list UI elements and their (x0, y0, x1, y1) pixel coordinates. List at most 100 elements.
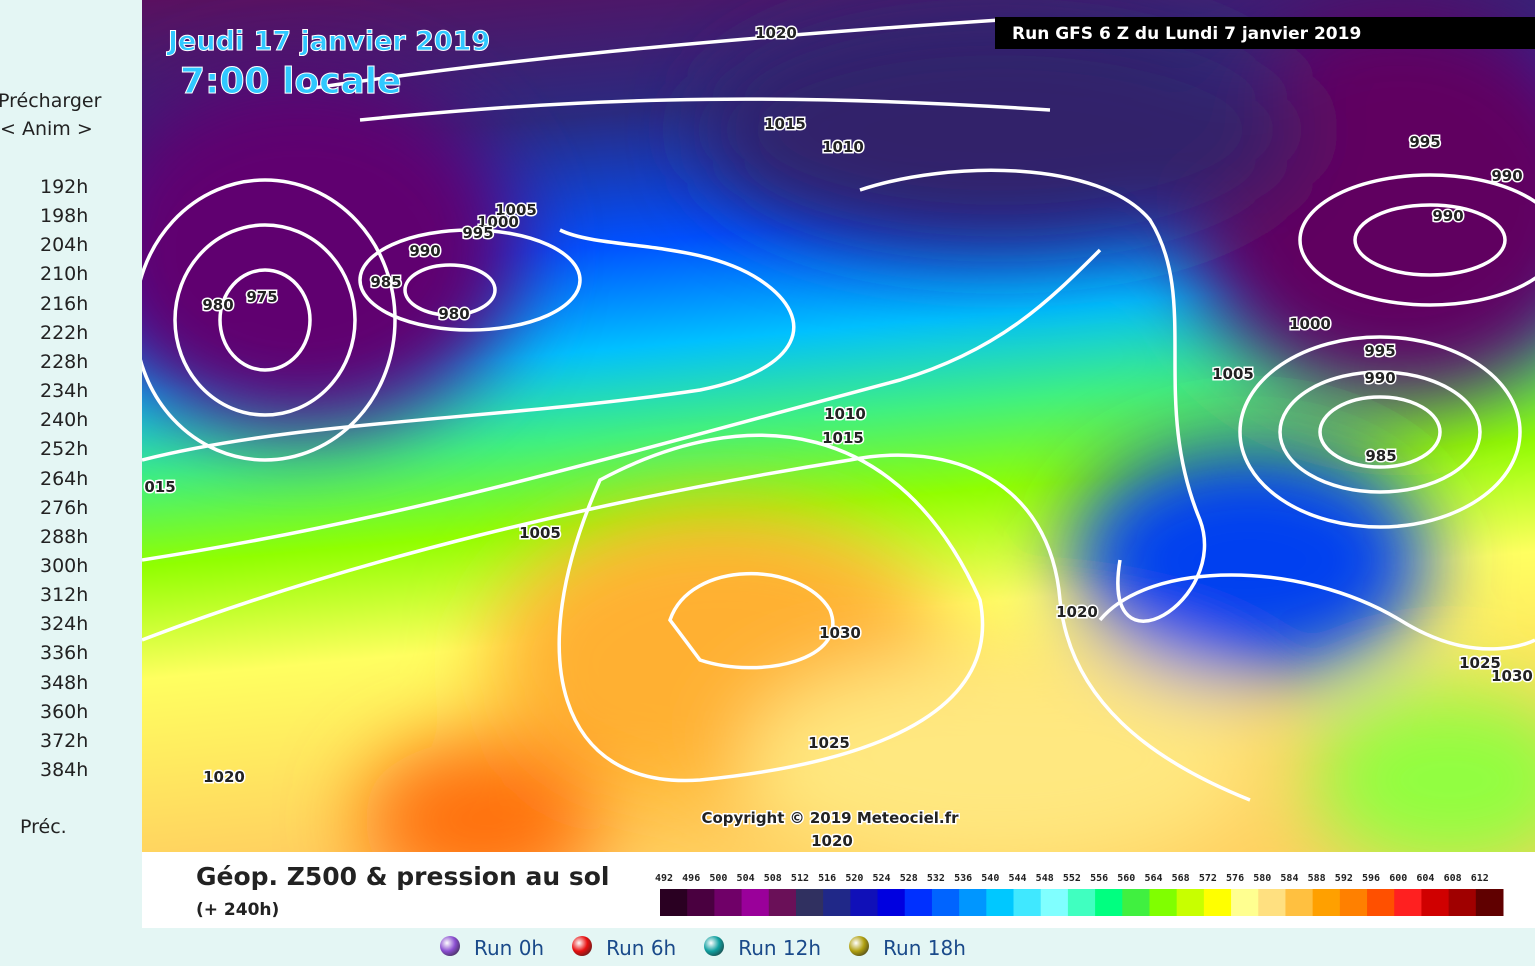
run-icon (572, 936, 593, 956)
isobar-label: 995 (462, 224, 493, 242)
scale-label: 492 (655, 873, 673, 884)
scale-cell (1448, 889, 1477, 916)
hour-link[interactable]: 276h (40, 496, 89, 519)
isobar-label: 1030 (819, 624, 861, 642)
run-label[interactable]: Run 12h (738, 936, 822, 960)
scale-label: 584 (1280, 873, 1298, 884)
hour-link[interactable]: 288h (40, 525, 89, 548)
hour-link[interactable]: 300h (40, 554, 89, 577)
run-option[interactable]: Run 18h (849, 936, 966, 960)
scale-cell (1394, 889, 1422, 916)
scale-cell (850, 889, 879, 916)
scale-cell (1421, 889, 1450, 916)
scale-cell (1067, 889, 1096, 916)
scale-label: 496 (682, 873, 700, 884)
hour-link[interactable]: 372h (40, 729, 89, 752)
scale-cell (1285, 889, 1314, 916)
hour-link[interactable]: 216h (40, 292, 89, 315)
scale-cell (1231, 889, 1259, 916)
scale-label: 540 (981, 873, 999, 884)
isobar-label: 1020 (811, 832, 853, 850)
scale-cell (1149, 889, 1178, 916)
scale-label: 604 (1416, 873, 1434, 884)
hour-link[interactable]: 192h (40, 176, 89, 198)
hour-link[interactable]: 222h (40, 321, 89, 344)
hour-link[interactable]: 204h (40, 234, 89, 257)
isobar-label: 1000 (477, 213, 519, 231)
isobar-label: 1010 (822, 138, 864, 156)
run-option[interactable]: Run 0h (440, 936, 544, 960)
scale-cell (904, 889, 933, 916)
hour-link[interactable]: 210h (40, 263, 89, 286)
isobar-label: 985 (1365, 447, 1396, 465)
scale-cell (795, 889, 824, 916)
scale-label: 528 (900, 873, 918, 884)
hour-link[interactable]: 336h (40, 642, 89, 665)
hour-link[interactable]: 234h (40, 380, 89, 403)
isobar-label: 990 (409, 242, 440, 260)
isobar-label: 1005 (519, 524, 561, 542)
anim-link[interactable]: < Anim > (0, 118, 93, 140)
scale-cell (1339, 889, 1368, 916)
isobar-label: 015 (144, 478, 175, 496)
hour-link[interactable]: 348h (40, 671, 89, 694)
scale-label: 580 (1253, 873, 1271, 884)
hour-link[interactable]: 252h (40, 438, 89, 461)
run-icon (704, 936, 725, 956)
hour-link[interactable]: 324h (40, 613, 89, 636)
run-label[interactable]: Run 0h (474, 936, 545, 960)
scale-cell (660, 889, 688, 916)
run-option[interactable]: Run 6h (572, 936, 676, 960)
legend-title: Géop. Z500 & pression au sol (196, 862, 609, 891)
run-label[interactable]: Run 6h (606, 936, 677, 960)
run-banner (995, 17, 1535, 49)
scale-label: 504 (737, 873, 755, 884)
isobar-label: 985 (370, 273, 401, 291)
scale-label: 512 (791, 873, 809, 884)
scale-label: 572 (1199, 873, 1217, 884)
hour-link[interactable]: 240h (40, 409, 89, 432)
hour-link[interactable]: 360h (40, 700, 89, 723)
map-date: Jeudi 17 janvier 2019 (166, 26, 490, 57)
scale-cell (1095, 889, 1123, 916)
scale-cell (687, 889, 715, 916)
isobar-label: 1000 (1289, 315, 1331, 333)
isobar-label: 1020 (1056, 603, 1098, 621)
prev-link[interactable]: Préc. (20, 816, 67, 838)
map-background (142, 0, 1535, 852)
isobar-label: 1025 (808, 734, 850, 752)
scale-label: 520 (845, 873, 863, 884)
scale-cell (1176, 889, 1205, 916)
scale-label: 524 (873, 873, 891, 884)
isobar-label: 1030 (1491, 667, 1533, 685)
hour-link[interactable]: 384h (40, 759, 89, 781)
isobar-label: 1010 (824, 405, 866, 423)
scale-cell (768, 889, 797, 916)
scale-cell (823, 889, 851, 916)
scale-cell (986, 889, 1015, 916)
isobar-label: 1020 (203, 768, 245, 786)
preload-link[interactable]: Précharger (0, 90, 102, 112)
sidebar: Précharger < Anim > Préc. 192h 198h 204h 21… (0, 0, 142, 966)
isobar-label: 995 (1409, 133, 1440, 151)
isobar-label: 1005 (495, 201, 537, 219)
scale-cell (1040, 889, 1069, 916)
scale-label: 564 (1144, 873, 1162, 884)
hour-link[interactable]: 264h (40, 467, 89, 490)
run-label[interactable]: Run 18h (883, 936, 966, 960)
run-option[interactable]: Run 12h (704, 936, 821, 960)
isobar-label: 1015 (764, 115, 806, 133)
run-title: Run GFS 6 Z du Lundi 7 janvier 2019 (1012, 24, 1361, 44)
scale-cell (714, 889, 743, 916)
scale-label: 592 (1335, 873, 1353, 884)
isobar-label: 990 (1364, 369, 1395, 387)
hour-link[interactable]: 228h (40, 350, 89, 373)
hour-link[interactable]: 198h (40, 205, 89, 228)
hour-link[interactable]: 312h (40, 584, 89, 607)
isobar-label: 995 (1364, 342, 1395, 360)
scale-label: 608 (1444, 873, 1462, 884)
copyright: Copyright © 2019 Meteociel.fr (701, 809, 959, 827)
scale-cell (741, 889, 770, 916)
scale-label: 548 (1036, 873, 1054, 884)
run-selector: Run 0h Run 6h Run 12h Run 18h (440, 936, 966, 960)
